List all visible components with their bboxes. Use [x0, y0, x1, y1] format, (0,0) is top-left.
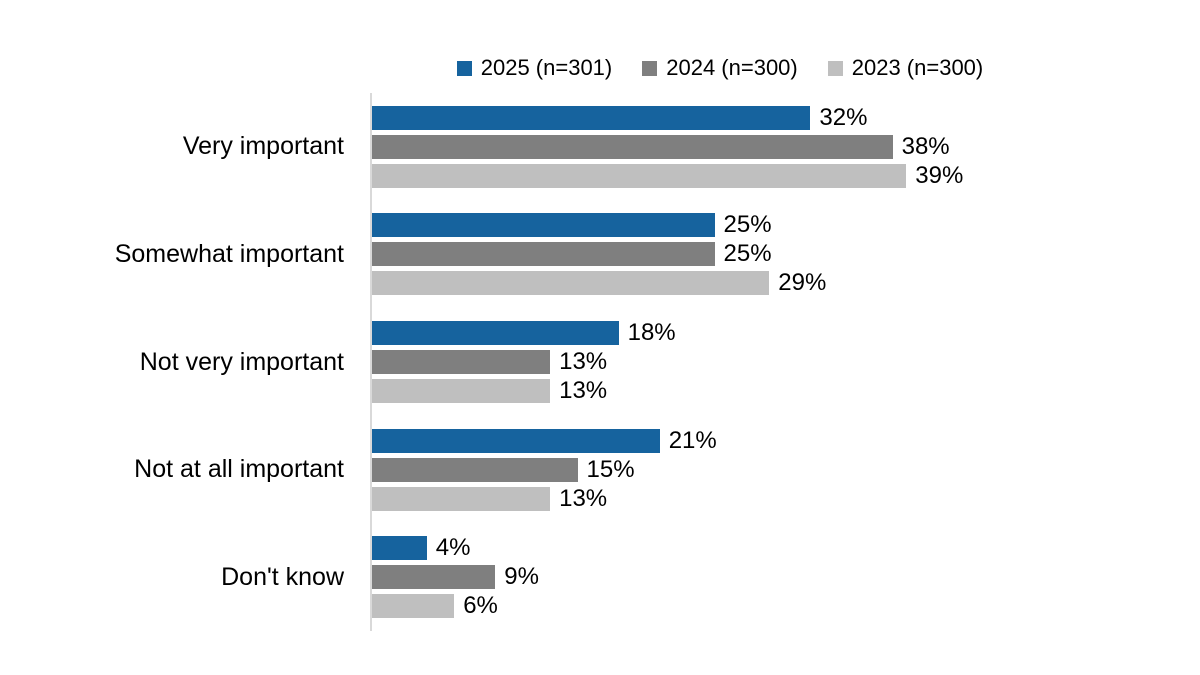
category-label: Very important — [182, 132, 344, 161]
legend-swatch — [456, 60, 472, 76]
y-axis-line — [370, 93, 372, 631]
data-label: 6% — [463, 592, 498, 620]
data-label: 13% — [559, 484, 608, 512]
data-label: 39% — [915, 161, 964, 189]
bar-2025 — [372, 536, 427, 561]
bar-line: 15% — [372, 455, 1010, 483]
bar-2024 — [372, 457, 578, 482]
category-label: Not very important — [139, 347, 344, 376]
bar-line: 29% — [372, 269, 1010, 297]
data-label: 25% — [723, 240, 772, 268]
bar-line: 25% — [372, 211, 1010, 239]
legend-swatch — [827, 60, 843, 76]
bar-group: 21% 15% 13% — [372, 416, 1010, 524]
bar-line: 39% — [372, 161, 1010, 189]
bar-line: 6% — [372, 592, 1010, 620]
data-label: 9% — [504, 563, 539, 591]
data-label: 4% — [435, 534, 471, 562]
bar-2025 — [372, 213, 715, 238]
category-group: Not very important 18% 13% 13% — [0, 308, 1010, 416]
bar-2023 — [372, 163, 907, 188]
bar-2025 — [372, 105, 811, 130]
bar-line: 25% — [372, 240, 1010, 268]
category-label: Somewhat important — [114, 240, 344, 269]
bar-line: 21% — [372, 426, 1010, 454]
bar-line: 13% — [372, 347, 1010, 375]
category-group: Somewhat important 25% 25% 29% — [0, 201, 1010, 309]
legend-label: 2023 (n=300) — [851, 55, 984, 80]
plot-area: Very important 32% 38% 39% Somewhat importan… — [0, 93, 1010, 631]
category-group: Very important 32% 38% 39% — [0, 93, 1010, 201]
data-label: 13% — [559, 347, 608, 375]
bar-2024 — [372, 134, 893, 159]
bar-line: 32% — [372, 103, 1010, 131]
bar-2023 — [372, 594, 455, 619]
bar-2024 — [372, 565, 496, 590]
category-label: Don't know — [221, 562, 344, 591]
legend-item: 2024 (n=300) — [642, 57, 798, 79]
bar-2025 — [372, 320, 619, 345]
data-label: 21% — [668, 426, 717, 454]
data-label: 18% — [627, 318, 676, 346]
bar-line: 9% — [372, 563, 1010, 591]
bar-group: 4% 9% 6% — [372, 523, 1010, 631]
data-label: 32% — [819, 103, 868, 131]
category-group: Not at all important 21% 15% 13% — [0, 416, 1010, 524]
bar-2024 — [372, 349, 551, 374]
bar-line: 18% — [372, 318, 1010, 346]
bar-2023 — [372, 378, 551, 403]
legend-item: 2023 (n=300) — [827, 55, 984, 80]
data-label: 29% — [778, 269, 827, 297]
bar-line: 4% — [372, 534, 1010, 562]
data-label: 25% — [723, 211, 772, 239]
bar-group: 25% 25% 29% — [372, 201, 1010, 309]
legend-label: 2024 (n=300) — [666, 55, 798, 80]
category-label: Not at all important — [134, 455, 344, 484]
bar-group: 32% 38% 39% — [372, 93, 1010, 201]
data-label: 13% — [559, 376, 608, 404]
bar-line: 38% — [372, 132, 1010, 160]
bar-2023 — [372, 486, 551, 511]
legend-item: 2025 (n=301) — [456, 55, 613, 80]
bar-line: 13% — [372, 484, 1010, 512]
bar-2025 — [372, 428, 660, 453]
bar-line: 13% — [372, 376, 1010, 404]
bar-2024 — [372, 242, 715, 267]
bar-group: 18% 13% 13% — [372, 308, 1010, 416]
data-label: 15% — [586, 455, 635, 483]
chart-legend: 2025 (n=301) 2024 (n=300) 2023 (n=300) — [370, 57, 1070, 79]
data-label: 38% — [901, 132, 950, 160]
legend-label: 2025 (n=301) — [480, 55, 613, 80]
bar-2023 — [372, 271, 770, 296]
category-group: Don't know 4% 9% 6% — [0, 523, 1010, 631]
legend-swatch — [642, 60, 658, 76]
